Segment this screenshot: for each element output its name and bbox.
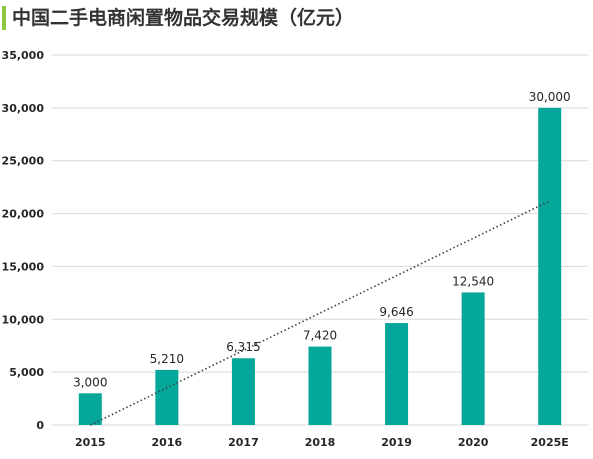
x-tick-label: 2018 [305, 436, 336, 449]
trend-line-group [89, 200, 551, 426]
data-label: 3,000 [73, 375, 107, 389]
bars [78, 107, 562, 425]
y-tick-label: 5,000 [9, 366, 44, 379]
bar-2016 [155, 369, 179, 425]
bar-2020 [461, 292, 485, 425]
x-tick-label: 2020 [458, 436, 489, 449]
bar-chart: 0 5,000 10,000 15,000 20,000 25,000 30,000 35,0… [2, 49, 588, 449]
y-tick-label: 30,000 [2, 102, 45, 115]
y-tick-label: 0 [36, 419, 44, 432]
x-tick-label: 2015 [75, 436, 106, 449]
x-tick-label: 2019 [381, 436, 412, 449]
bar-2025E [538, 107, 562, 425]
trend-line [89, 200, 551, 426]
grid-lines [52, 54, 588, 426]
x-tick-label: 2025E [531, 436, 569, 449]
chart-title: 中国二手电商闲置物品交易规模（亿元） [12, 7, 355, 29]
data-label: 12,540 [452, 274, 494, 288]
x-tick-label: 2016 [152, 436, 183, 449]
data-label: 7,420 [303, 329, 337, 343]
bar-2019 [385, 323, 409, 425]
title-accent-bar [2, 6, 6, 30]
bar-2015 [78, 393, 102, 425]
data-label: 5,210 [150, 352, 184, 366]
y-tick-label: 15,000 [2, 260, 45, 273]
x-axis-tick-labels: 2015 2016 2017 2018 2019 2020 2025E [75, 436, 569, 449]
data-label: 6,315 [226, 340, 260, 354]
bar-2018 [308, 346, 332, 425]
y-tick-label: 10,000 [2, 313, 45, 326]
y-tick-label: 20,000 [2, 208, 45, 221]
data-label: 30,000 [529, 90, 571, 104]
data-label: 9,646 [379, 305, 413, 319]
bar-2017 [231, 358, 255, 425]
y-tick-label: 25,000 [2, 155, 45, 168]
chart-title-bar: 中国二手电商闲置物品交易规模（亿元） [0, 0, 593, 38]
chart-area: 0 5,000 10,000 15,000 20,000 25,000 30,000 35,0… [0, 38, 593, 455]
y-axis-tick-labels: 0 5,000 10,000 15,000 20,000 25,000 30,000 35,0… [2, 49, 45, 432]
y-tick-label: 35,000 [2, 49, 45, 62]
data-labels: 3,000 5,210 6,315 7,420 9,646 12,540 30,000 [73, 90, 571, 389]
x-tick-label: 2017 [228, 436, 259, 449]
